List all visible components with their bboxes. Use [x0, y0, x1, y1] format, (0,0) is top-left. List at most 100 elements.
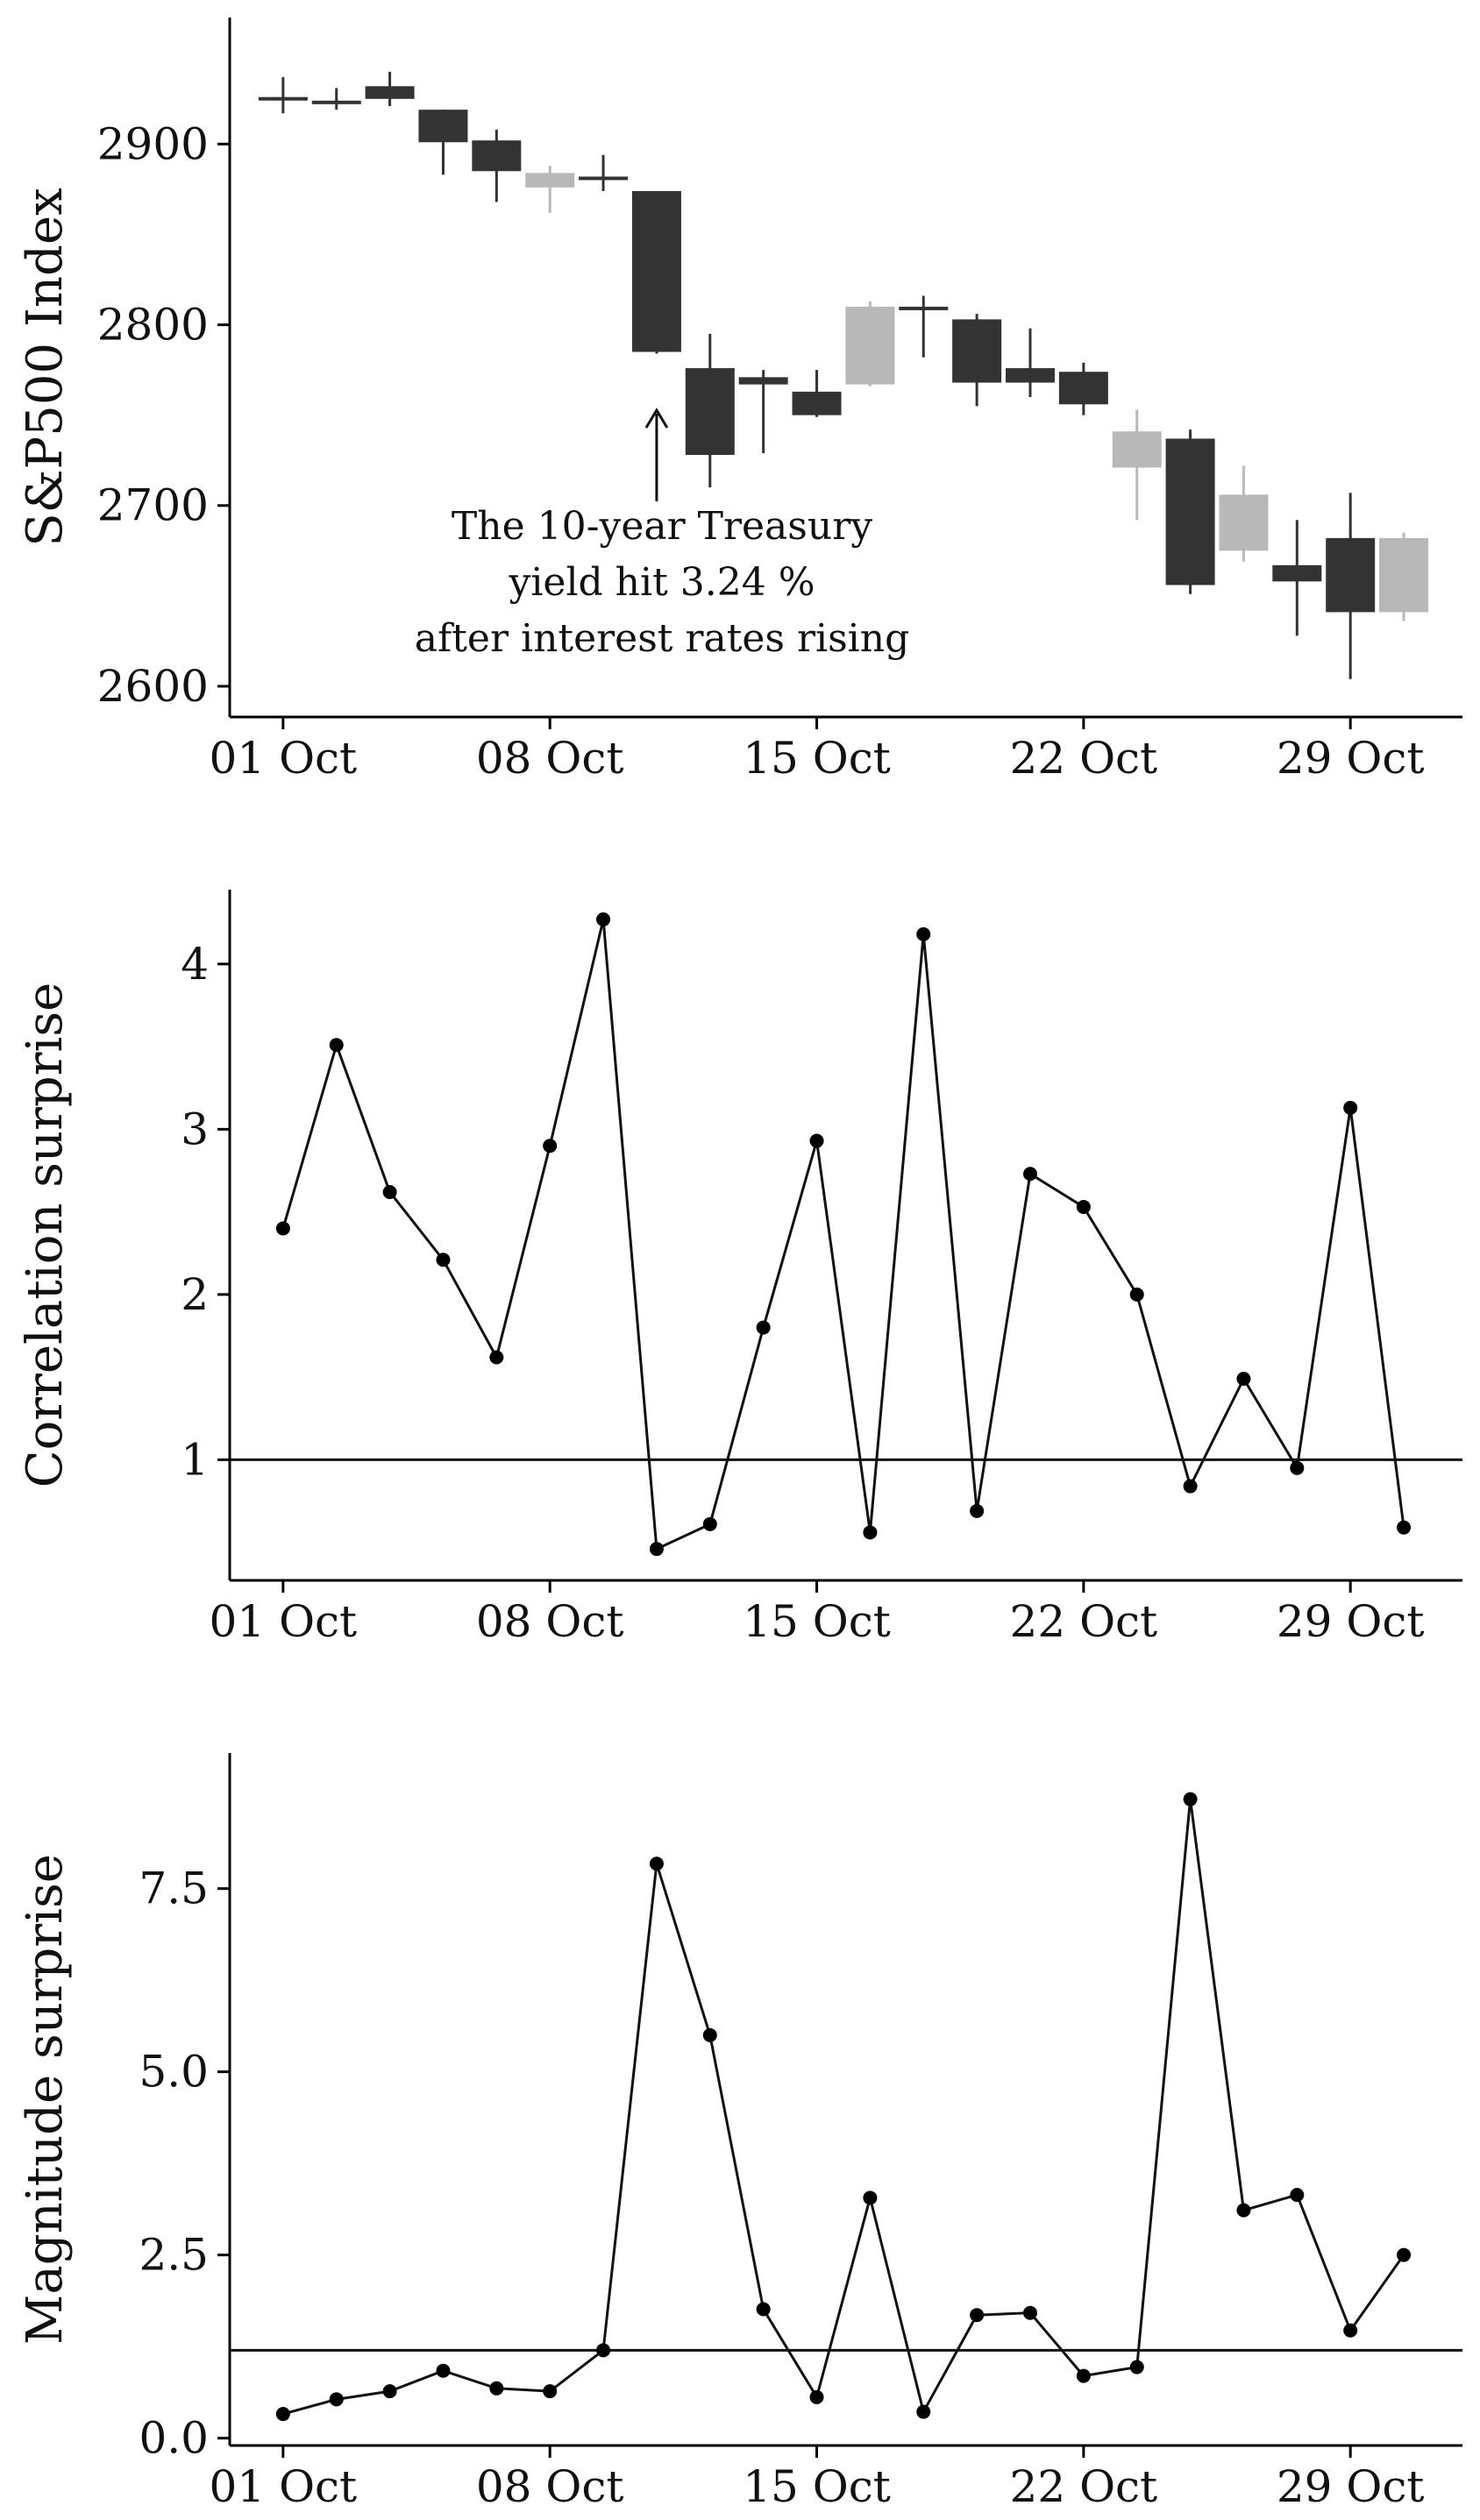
data-point	[382, 2384, 397, 2399]
y-tick-label: 7.5	[139, 1863, 209, 1914]
y-tick-label: 2600	[97, 661, 209, 712]
candle-body	[631, 190, 681, 352]
x-tick-label: 29 Oct	[1277, 1596, 1425, 1647]
candle-body	[525, 173, 575, 188]
data-point	[702, 1516, 717, 1531]
data-point	[1129, 1287, 1144, 1302]
candle-body	[1379, 537, 1429, 613]
annotation: The 10-year Treasury yield hit 3.24 % afte…	[415, 408, 909, 661]
candle-09-oct	[579, 154, 629, 191]
data-point	[1290, 2188, 1305, 2203]
data-point	[1129, 2360, 1144, 2374]
series-line	[282, 1799, 1405, 2416]
y-axis-title: Magnitude surprise	[17, 1854, 74, 2345]
data-point	[329, 1038, 344, 1053]
candle-body	[738, 377, 788, 385]
candle-19-oct	[1005, 328, 1055, 398]
x-tick-label: 15 Oct	[743, 733, 891, 784]
sp500-candlestick-panel: 2600 2700 2800 2900 01 Oct 08 Oct 15 Oct 22 Oct…	[17, 18, 1462, 784]
x-tick-label: 22 Oct	[1010, 733, 1158, 784]
candle-16-oct	[845, 301, 895, 387]
data-point	[275, 1221, 290, 1236]
axes: 0.0 2.5 5.0 7.5 01 Oct 08 Oct 15 Oct 22 Oct 29 O…	[17, 1753, 1462, 2512]
candle-body	[1005, 368, 1055, 383]
candle-body	[311, 100, 361, 104]
data-point	[1076, 2368, 1091, 2383]
data-points	[275, 1792, 1412, 2422]
candle-body	[1326, 537, 1376, 613]
y-tick-label: 5.0	[139, 2047, 209, 2098]
y-tick-label: 2.5	[139, 2230, 209, 2281]
data-point	[436, 2363, 451, 2378]
candle-23-oct	[1112, 409, 1162, 521]
correlation-surprise-panel: 1 2 3 4 01 Oct 08 Oct 15 Oct 22 Oct 29 Oct Correl…	[17, 890, 1462, 1647]
candle-body	[1058, 372, 1108, 405]
candle-18-oct	[952, 314, 1002, 407]
y-tick-label: 1	[181, 1434, 209, 1485]
data-point	[543, 1139, 558, 1154]
data-point	[809, 1133, 824, 1148]
x-tick-label: 08 Oct	[476, 2461, 624, 2512]
annotation-text-line: yield hit 3.24 %	[508, 560, 815, 605]
data-point	[649, 1856, 664, 1871]
data-point	[489, 2381, 504, 2396]
data-point	[1290, 1460, 1305, 1475]
annotation-text-line: The 10-year Treasury	[452, 504, 872, 549]
data-point	[916, 2404, 931, 2419]
candle-body	[685, 368, 735, 456]
candle-body	[1272, 564, 1322, 582]
data-point	[970, 2308, 985, 2323]
x-tick-label: 01 Oct	[210, 2461, 358, 2512]
data-point	[916, 926, 931, 941]
y-tick-label: 0.0	[139, 2413, 209, 2464]
candle-body	[899, 306, 949, 310]
x-tick-label: 01 Oct	[210, 1596, 358, 1647]
magnitude-surprise-panel: 0.0 2.5 5.0 7.5 01 Oct 08 Oct 15 Oct 22 Oct 29 O…	[17, 1753, 1462, 2512]
candle-15-oct	[792, 370, 842, 417]
x-tick-label: 29 Oct	[1277, 2461, 1425, 2512]
x-tick-label: 01 Oct	[210, 733, 358, 784]
series-line	[281, 919, 1405, 1551]
x-tick-label: 08 Oct	[476, 733, 624, 784]
data-point	[863, 1525, 878, 1540]
y-tick-label: 2900	[97, 118, 209, 169]
candle-body	[1219, 494, 1269, 551]
candle-04-oct	[418, 110, 468, 175]
candle-30-oct	[1379, 532, 1429, 621]
data-point	[1076, 1199, 1091, 1214]
data-point	[1343, 1100, 1358, 1115]
data-point	[970, 1503, 985, 1518]
data-point	[329, 2392, 344, 2407]
candle-12-oct	[738, 370, 788, 453]
candle-body	[418, 110, 468, 143]
data-point	[1397, 1520, 1412, 1535]
candle-body	[1112, 431, 1162, 468]
candle-08-oct	[525, 166, 575, 213]
candle-body	[792, 391, 842, 415]
candle-02-oct	[311, 88, 361, 110]
axes: 1 2 3 4 01 Oct 08 Oct 15 Oct 22 Oct 29 Oct Correl…	[17, 890, 1462, 1647]
y-tick-label: 2800	[97, 300, 209, 351]
data-point	[1397, 2247, 1412, 2262]
data-point	[275, 2407, 290, 2422]
candle-03-oct	[365, 71, 415, 107]
candle-22-oct	[1058, 362, 1108, 415]
x-tick-label: 22 Oct	[1010, 1596, 1158, 1647]
candle-17-oct	[899, 295, 949, 358]
data-point	[863, 2190, 878, 2205]
data-point	[809, 2389, 824, 2404]
axes: 2600 2700 2800 2900 01 Oct 08 Oct 15 Oct 22 Oct…	[17, 18, 1462, 784]
data-point	[1183, 1479, 1198, 1494]
y-tick-label: 2700	[97, 480, 209, 531]
data-point	[1022, 1167, 1037, 1182]
candle-05-oct	[472, 129, 522, 202]
x-tick-label: 15 Oct	[743, 2461, 891, 2512]
data-points	[275, 912, 1412, 1557]
data-point	[596, 2343, 611, 2358]
candles	[258, 71, 1429, 679]
data-point	[649, 1542, 664, 1557]
candle-01-oct	[258, 77, 308, 114]
candle-body	[365, 86, 415, 99]
candle-body	[472, 140, 522, 172]
